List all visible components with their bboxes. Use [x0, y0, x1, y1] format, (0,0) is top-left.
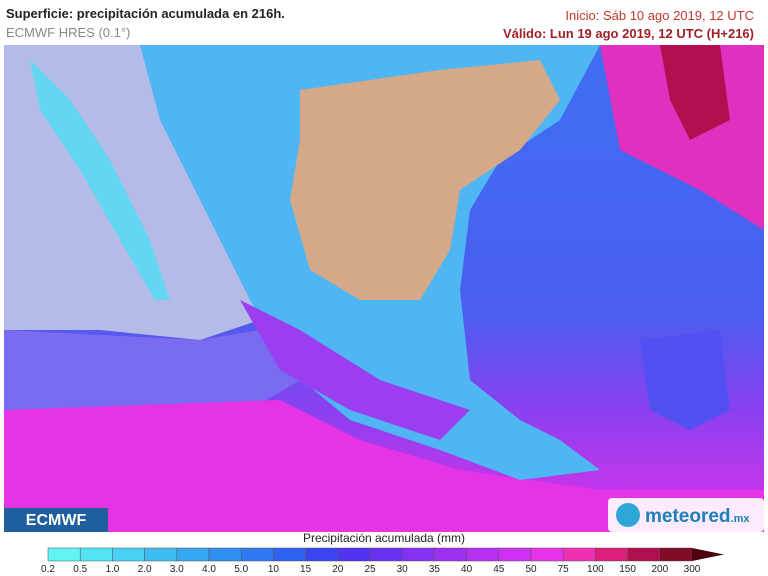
legend-label: 50	[525, 564, 537, 575]
dry-land	[290, 60, 560, 300]
legend-label: 35	[429, 564, 441, 575]
legend-swatch	[498, 547, 532, 562]
legend-swatch	[47, 547, 81, 562]
legend-arrow	[692, 548, 724, 561]
gulf-heavy	[660, 45, 730, 140]
legend-swatch	[176, 547, 210, 562]
legend-label: 100	[587, 564, 604, 575]
legend-swatch	[144, 547, 178, 562]
pacific-rain	[4, 330, 300, 420]
legend-title: Precipitación acumulada (mm)	[303, 531, 465, 545]
legend-swatch	[112, 547, 145, 562]
legend-label: 30	[397, 564, 409, 575]
legend-swatch	[208, 547, 242, 562]
meteored-suffix: .mx	[731, 513, 751, 525]
legend-label: 3.0	[170, 564, 184, 575]
legend-swatch	[659, 547, 693, 562]
ecmwf-logo: ECMWF	[26, 512, 87, 529]
meteored-logo-box	[608, 498, 764, 532]
legend-label: 40	[461, 564, 473, 575]
baja-california	[30, 60, 170, 300]
legend: 0.2 0.5 1.0 2.0 3.0 4.0 5.0 10 15 20 25 30 35 40 45 50 7…	[41, 547, 724, 575]
legend-label: 4.0	[202, 564, 216, 575]
legend-label: 200	[651, 564, 668, 575]
legend-swatch	[401, 547, 435, 562]
title: Superficie: precipitación acumulada en 2…	[6, 6, 285, 21]
legend-label: 45	[493, 564, 505, 575]
ecmwf-logo-box	[4, 508, 108, 532]
legend-swatch	[466, 547, 500, 562]
legend-swatch	[595, 547, 628, 562]
legend-swatch	[337, 547, 371, 562]
south-mexico	[240, 300, 470, 440]
legend-label: 1.0	[105, 564, 119, 575]
legend-label: 75	[558, 564, 570, 575]
meteored-logo: meteored.mx	[645, 506, 750, 527]
legend-label: 300	[684, 564, 701, 575]
legend-swatch	[530, 547, 564, 562]
legend-label: 0.2	[41, 564, 55, 575]
legend-swatch	[79, 547, 113, 562]
legend-label: 0.5	[73, 564, 87, 575]
legend-swatch	[305, 547, 339, 562]
legend-label: 10	[268, 564, 280, 575]
legend-label: 20	[332, 564, 344, 575]
legend-swatch	[627, 547, 661, 562]
legend-swatch	[369, 547, 403, 562]
meteored-icon	[616, 503, 640, 527]
legend-label: 25	[364, 564, 376, 575]
init-time: Inicio: Sáb 10 ago 2019, 12 UTC	[565, 8, 754, 23]
meteored-name: meteored	[645, 506, 731, 527]
legend-label: 150	[619, 564, 636, 575]
valid-time: Válido: Lun 19 ago 2019, 12 UTC (H+216)	[502, 26, 754, 41]
subtitle: ECMWF HRES (0.1°)	[6, 25, 131, 40]
legend-label: 2.0	[138, 564, 152, 575]
legend-label: 5.0	[234, 564, 248, 575]
legend-swatch	[273, 547, 306, 562]
legend-swatch	[562, 547, 596, 562]
legend-swatch	[240, 547, 274, 562]
legend-swatch	[434, 547, 467, 562]
legend-label: 15	[300, 564, 312, 575]
yucatan	[640, 330, 730, 430]
south-rain	[4, 400, 764, 532]
